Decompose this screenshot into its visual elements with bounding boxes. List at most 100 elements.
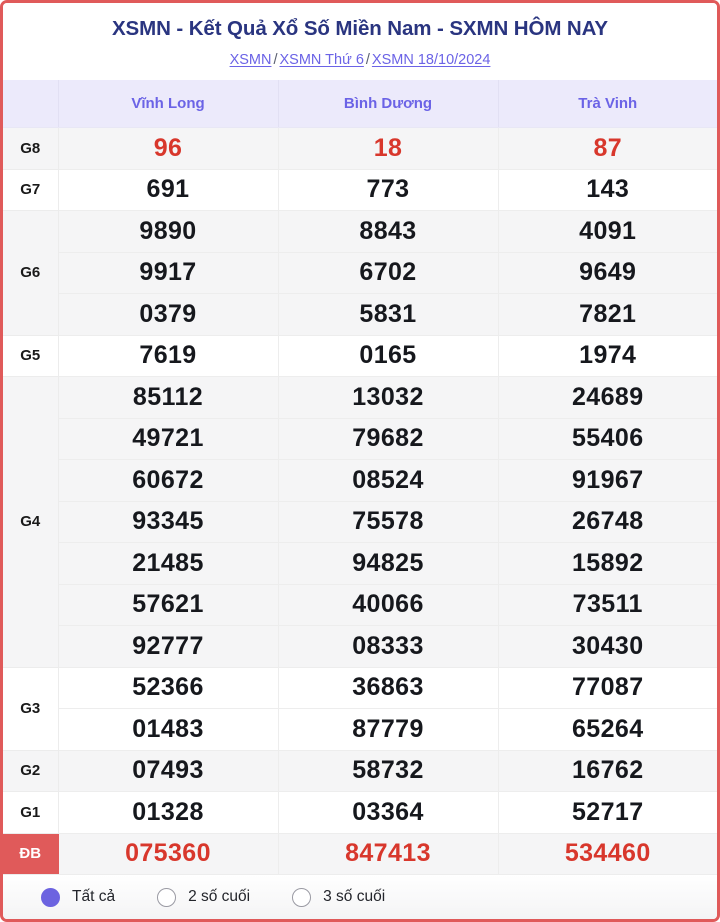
- filter-option-0[interactable]: Tất cả: [41, 887, 116, 907]
- breadcrumb-link-weekday[interactable]: XSMN Thứ 6: [279, 52, 364, 68]
- prize-number-cell: 93345: [58, 501, 279, 543]
- prize-number-cell: 94825: [278, 542, 499, 585]
- prize-number-cell: 26748: [498, 501, 717, 543]
- prize-label-g6: G6: [3, 210, 59, 336]
- prize-number-cell: 01328: [58, 791, 279, 834]
- prize-number-cell: 07493: [58, 750, 279, 792]
- prize-number-cell: 24689: [498, 376, 717, 419]
- radio-button-icon[interactable]: [157, 887, 177, 907]
- prize-number-cell: 85112: [58, 376, 279, 419]
- table-row: G6 9890 8843 4091: [3, 210, 717, 336]
- table-row: 49721 79682 55406: [3, 418, 717, 460]
- breadcrumb-link-date[interactable]: XSMN 18/10/2024: [371, 52, 491, 68]
- prize-number-cell: 773: [278, 169, 499, 211]
- prize-number-cell: 36863: [278, 667, 499, 709]
- breadcrumb-separator-2: /: [365, 52, 370, 68]
- table-row: 21485 94825 15892: [3, 542, 717, 585]
- digit-filter-radio-group: Tất cả 2 số cuối 3 số cuối: [41, 887, 427, 907]
- prize-number-cell: 30430: [498, 625, 717, 668]
- prize-number-cell: 01483: [58, 708, 279, 751]
- province-header-tra-vinh[interactable]: Trà Vinh: [498, 80, 717, 128]
- prize-number-cell: 18: [278, 127, 499, 170]
- prize-number-cell: 16762: [498, 750, 717, 792]
- table-row: G4 85112 13032 24689: [3, 376, 717, 668]
- table-row: 93345 75578 26748: [3, 501, 717, 543]
- prize-number-cell: 15892: [498, 542, 717, 585]
- prize-number-cell: 65264: [498, 708, 717, 751]
- prize-number-cell: 03364: [278, 791, 499, 834]
- table-row: 01483 87779 65264: [3, 708, 717, 751]
- filter-option-label: Tất cả: [72, 888, 116, 905]
- prize-label-g8: G8: [3, 127, 59, 170]
- prize-number-cell: 21485: [58, 542, 279, 585]
- corner-cell: [3, 80, 59, 128]
- filter-option-label: 3 số cuối: [323, 888, 386, 905]
- prize-number-cell: 9890: [58, 210, 279, 253]
- prize-label-g3: G3: [3, 667, 59, 751]
- filter-footer: Tất cả 2 số cuối 3 số cuối: [3, 875, 717, 919]
- results-table-body: G8 96 18 87 G7 691 773 143 G6 9890 8843 4091 9917 670…: [3, 127, 717, 875]
- table-row: G5 7619 0165 1974: [3, 335, 717, 377]
- breadcrumb: XSMN / XSMN Thứ 6/XSMN 18/10/2024: [3, 50, 717, 70]
- filter-option-label: 2 số cuối: [188, 888, 251, 905]
- prize-label-g4: G4: [3, 376, 59, 668]
- table-row: 9917 6702 9649: [3, 252, 717, 294]
- prize-number-cell: 691: [58, 169, 279, 211]
- page-header: XSMN - Kết Quả Xổ Số Miền Nam - SXMN HÔM…: [3, 3, 717, 80]
- filter-option-2[interactable]: 3 số cuối: [292, 887, 386, 907]
- prize-number-cell: 9917: [58, 252, 279, 294]
- page-title: XSMN - Kết Quả Xổ Số Miền Nam - SXMN HÔM…: [111, 17, 608, 40]
- table-row: G3 52366 36863 77087: [3, 667, 717, 751]
- prize-number-cell: 92777: [58, 625, 279, 668]
- prize-number-cell: 49721: [58, 418, 279, 460]
- prize-number-cell: 40066: [278, 584, 499, 626]
- prize-number-cell: 8843: [278, 210, 499, 253]
- table-row: G7 691 773 143: [3, 169, 717, 211]
- prize-number-cell: 0165: [278, 335, 499, 377]
- prize-number-cell: 75578: [278, 501, 499, 543]
- prize-number-cell: 5831: [278, 293, 499, 336]
- prize-number-cell: 075360: [58, 833, 279, 875]
- prize-label-g1: G1: [3, 791, 59, 834]
- prize-number-cell: 0379: [58, 293, 279, 336]
- prize-number-cell: 143: [498, 169, 717, 211]
- prize-label-g7: G7: [3, 169, 59, 211]
- prize-number-cell: 58732: [278, 750, 499, 792]
- filter-option-1[interactable]: 2 số cuối: [157, 887, 251, 907]
- prize-number-cell: 847413: [278, 833, 499, 875]
- prize-number-cell: 1974: [498, 335, 717, 377]
- results-table: Vĩnh Long Bình Dương Trà Vinh G8 96 18 87 G7…: [3, 80, 717, 875]
- prize-number-cell: 6702: [278, 252, 499, 294]
- prize-number-cell: 57621: [58, 584, 279, 626]
- prize-number-cell: 534460: [498, 833, 717, 875]
- breadcrumb-link-xsmn[interactable]: XSMN: [229, 52, 272, 68]
- table-row: 57621 40066 73511: [3, 584, 717, 626]
- prize-number-cell: 13032: [278, 376, 499, 419]
- prize-number-cell: 79682: [278, 418, 499, 460]
- prize-label-g5: G5: [3, 335, 59, 377]
- prize-number-cell: 7821: [498, 293, 717, 336]
- prize-number-cell: 91967: [498, 459, 717, 502]
- prize-label-g2: G2: [3, 750, 59, 792]
- prize-number-cell: 77087: [498, 667, 717, 709]
- prize-label-đb: ĐB: [3, 833, 59, 875]
- prize-number-cell: 08524: [278, 459, 499, 502]
- prize-number-cell: 52366: [58, 667, 279, 709]
- radio-button-icon[interactable]: [41, 887, 60, 907]
- table-row: G2 07493 58732 16762: [3, 750, 717, 792]
- breadcrumb-separator-1: /: [273, 52, 278, 68]
- prize-number-cell: 9649: [498, 252, 717, 294]
- table-header-row: Vĩnh Long Bình Dương Trà Vinh: [3, 80, 717, 128]
- province-header-vinh-long[interactable]: Vĩnh Long: [58, 80, 279, 128]
- prize-number-cell: 87: [498, 127, 717, 170]
- prize-number-cell: 08333: [278, 625, 499, 668]
- table-row: ĐB 075360 847413 534460: [3, 833, 717, 875]
- table-row: 92777 08333 30430: [3, 625, 717, 668]
- table-row: G8 96 18 87: [3, 127, 717, 170]
- province-header-binh-duong[interactable]: Bình Dương: [278, 80, 499, 128]
- prize-number-cell: 87779: [278, 708, 499, 751]
- prize-number-cell: 7619: [58, 335, 279, 377]
- prize-number-cell: 4091: [498, 210, 717, 253]
- table-row: 0379 5831 7821: [3, 293, 717, 336]
- radio-button-icon[interactable]: [292, 887, 312, 907]
